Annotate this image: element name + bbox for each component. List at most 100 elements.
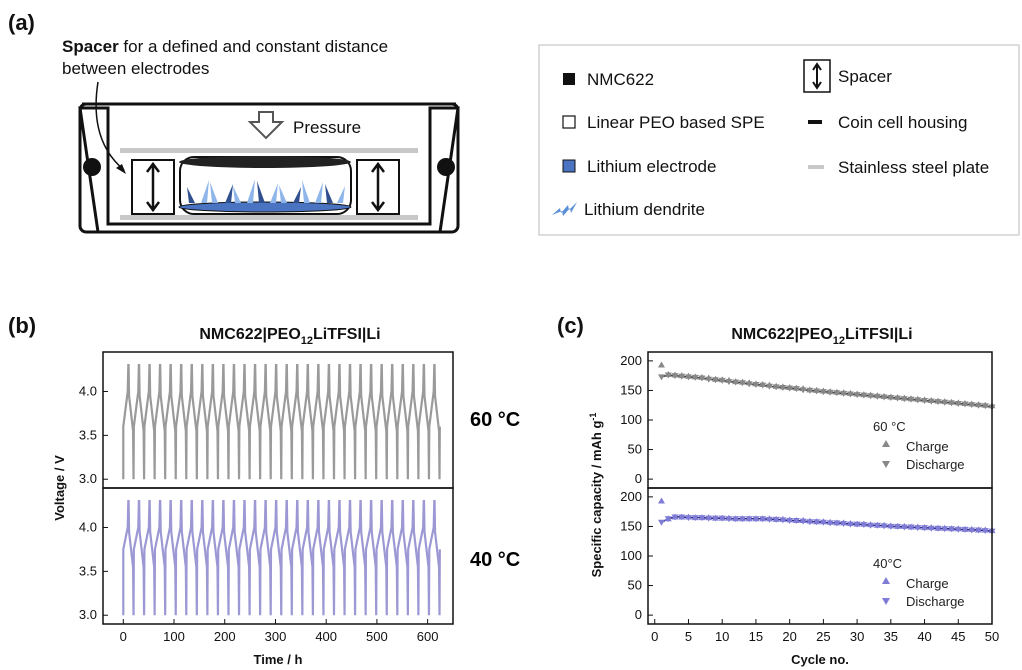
temp-label-60: 60 °C	[470, 409, 520, 431]
voltage-y-tick-label: 4.0	[79, 519, 97, 534]
discharge-point-40c	[948, 526, 956, 533]
panel-b-label: (b)	[8, 313, 36, 338]
capacity-y-tick-label: 100	[620, 412, 642, 427]
callout-arrowhead	[116, 164, 126, 174]
discharge-point-40c	[860, 522, 868, 529]
discharge-point-60c	[954, 400, 962, 407]
voltage-y-axis-label: Voltage / V	[52, 455, 67, 521]
discharge-point-40c	[941, 526, 949, 533]
legend-lithium: Lithium electrode	[562, 157, 716, 176]
voltage-y-tick-label: 3.5	[79, 427, 97, 442]
dendrite-spike	[257, 181, 265, 203]
discharge-point-40c	[846, 521, 854, 528]
legend-60c: 60 °C Charge Discharge	[873, 419, 965, 472]
discharge-point-40c	[853, 521, 861, 528]
discharge-point-60c	[657, 374, 665, 381]
capacity-y-label-main: Specific capacity / mAh g	[589, 421, 604, 578]
discharge-point-40c	[718, 515, 726, 522]
discharge-point-40c	[792, 518, 800, 525]
legend-lithium-label: Lithium electrode	[587, 157, 716, 176]
nmc622-swatch	[563, 73, 575, 85]
discharge-point-40c	[873, 522, 881, 529]
voltage-y-tick-label: 3.0	[79, 607, 97, 622]
charge-point-40c	[657, 497, 665, 504]
legend-housing: Coin cell housing	[808, 113, 967, 132]
discharge-point-60c	[779, 384, 787, 391]
voltage-x-tick-label: 300	[265, 629, 287, 644]
dendrite-icon	[552, 202, 577, 216]
discharge-point-40c	[664, 516, 672, 523]
panel-c-title-end: LiTFSI|Li	[845, 326, 913, 343]
voltage-x-tick-label: 400	[315, 629, 337, 644]
voltage-curve-60c	[122, 364, 441, 480]
legend-peo: Linear PEO based SPE	[562, 113, 765, 132]
capacity-y-label-sup: -1	[588, 413, 598, 421]
discharge-point-60c	[853, 392, 861, 399]
discharge-point-40c	[975, 527, 983, 534]
dendrite-spike	[325, 184, 333, 203]
discharge-point-40c	[759, 516, 767, 523]
legend-60c-charge: Charge	[906, 439, 949, 454]
legend-housing-label: Coin cell housing	[838, 113, 967, 132]
discharge-point-40c	[671, 514, 679, 521]
panel-b-title-sub: 12	[301, 335, 313, 347]
dendrite-spike	[225, 184, 233, 203]
discharge-point-60c	[961, 401, 969, 408]
discharge-point-40c	[698, 515, 706, 522]
discharge-point-60c	[975, 402, 983, 409]
panel-b-title: NMC622|PEO12LiTFSI|Li	[199, 326, 380, 347]
dendrite-spike	[279, 185, 287, 203]
discharge-point-40c	[691, 515, 699, 522]
panel-c-title-sub: 12	[833, 335, 845, 347]
capacity-y-tick-label: 0	[635, 607, 642, 622]
voltage-y-tick-label: 4.0	[79, 383, 97, 398]
dendrite-spike	[270, 183, 278, 203]
discharge-point-40c	[678, 514, 686, 521]
discharge-point-60c	[813, 388, 821, 395]
capacity-x-tick-label: 45	[951, 629, 965, 644]
dendrite-spike	[187, 187, 195, 203]
nmc622-cathode	[179, 156, 351, 168]
discharge-point-60c	[894, 395, 902, 402]
discharge-point-60c	[792, 386, 800, 393]
capacity-y-tick-label: 150	[620, 382, 642, 397]
capacity-chart: 0 50 100 150 200 0 50 100 150 200 0 5 10 15 20 25 30 35 40…	[620, 351, 999, 667]
discharge-point-40c	[745, 516, 753, 523]
discharge-point-60c	[846, 391, 854, 398]
discharge-point-40c	[705, 515, 713, 522]
voltage-x-axis-label: Time / h	[254, 652, 303, 667]
discharge-point-40c	[806, 519, 814, 526]
capacity-x-axis-label: Cycle no.	[791, 652, 849, 667]
capacity-x-tick-label: 40	[917, 629, 931, 644]
capacity-y-tick-label: 100	[620, 548, 642, 563]
legend-40c-charge-marker	[882, 577, 890, 584]
discharge-point-60c	[921, 397, 929, 404]
legend-60c-title: 60 °C	[873, 419, 906, 434]
discharge-point-60c	[806, 387, 814, 394]
legend-steel: Stainless steel plate	[808, 158, 989, 177]
discharge-point-40c	[981, 528, 989, 535]
capacity-y-tick-label: 200	[620, 489, 642, 504]
discharge-point-40c	[711, 515, 719, 522]
spacer-caption-line2: between electrodes	[62, 59, 209, 78]
discharge-point-40c	[725, 516, 733, 523]
capacity-x-tick-label: 15	[749, 629, 763, 644]
discharge-point-60c	[867, 393, 875, 400]
dendrite-spike	[210, 182, 218, 203]
discharge-point-60c	[914, 397, 922, 404]
discharge-point-60c	[678, 373, 686, 380]
discharge-point-40c	[657, 519, 665, 526]
discharge-point-60c	[840, 390, 848, 397]
lithium-swatch	[562, 159, 576, 173]
discharge-point-40c	[779, 517, 787, 524]
legend-peo-label: Linear PEO based SPE	[587, 113, 765, 132]
discharge-point-40c	[684, 515, 692, 522]
legend-dendrite: Lithium dendrite	[552, 200, 705, 219]
discharge-point-40c	[786, 518, 794, 525]
discharge-point-60c	[968, 402, 976, 409]
dendrite-spike	[337, 186, 345, 203]
legend-60c-discharge-marker	[882, 461, 890, 468]
discharge-point-40c	[927, 525, 935, 532]
voltage-y-tick-label: 3.5	[79, 563, 97, 578]
voltage-x-tick-label: 100	[163, 629, 185, 644]
